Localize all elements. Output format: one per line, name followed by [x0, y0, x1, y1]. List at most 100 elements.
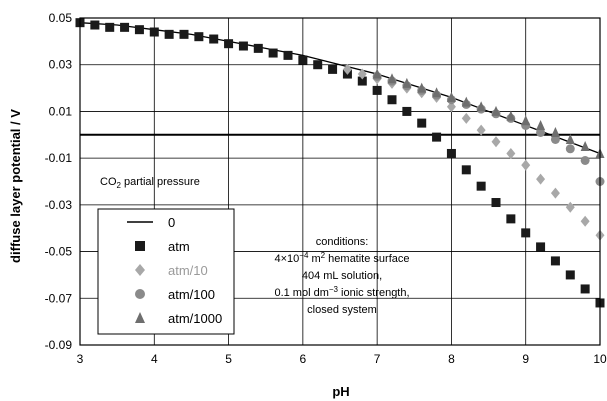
conditions-surface-mid: m — [308, 253, 320, 265]
data-point-square — [536, 242, 546, 252]
conditions-system: closed system — [307, 304, 377, 316]
data-point-triangle — [402, 77, 412, 88]
co2-annotation-suffix: partial pressure — [121, 176, 200, 188]
series-layer — [75, 18, 605, 308]
y-tick-label: 0.05 — [49, 11, 73, 25]
conditions-surface-exp: −4 — [299, 251, 309, 260]
legend: 0 atm atm/10 atm/100 atm/1000 — [97, 208, 235, 335]
data-point-square — [134, 25, 144, 35]
data-point-square — [105, 22, 115, 32]
conditions-solution: 404 mL solution, — [302, 270, 382, 282]
data-point-diamond — [491, 136, 501, 148]
data-point-square — [550, 256, 560, 266]
data-point-diamond — [550, 187, 560, 199]
data-point-square — [283, 50, 293, 60]
y-tick-label: 0.01 — [49, 104, 73, 118]
data-point-square — [194, 32, 204, 42]
conditions-ionic-pre: 0.1 mol dm — [274, 287, 328, 299]
legend-swatch-diamond — [135, 264, 145, 276]
data-point-square — [209, 34, 219, 44]
data-point-triangle — [521, 115, 531, 126]
x-tick-label: 3 — [77, 352, 84, 366]
x-tick-label: 4 — [151, 352, 158, 366]
data-point-triangle — [536, 119, 546, 130]
data-point-triangle — [417, 82, 427, 93]
x-tick-label: 7 — [374, 352, 381, 366]
data-point-square — [565, 270, 575, 280]
data-point-square — [328, 64, 338, 74]
legend-entry: atm/1000 — [135, 311, 222, 326]
y-tick-labels: 0.05 0.03 0.01 -0.01 -0.03 -0.05 -0.07 -0.09 — [45, 11, 73, 352]
y-tick-label: -0.01 — [45, 151, 73, 165]
y-tick-label: 0.03 — [49, 58, 73, 72]
data-point-square — [580, 284, 590, 294]
co2-annotation-sub: 2 — [117, 181, 122, 190]
legend-entry: 0 — [127, 215, 175, 230]
data-point-circle — [580, 155, 590, 165]
data-point-square — [298, 55, 308, 65]
data-point-square — [461, 165, 471, 175]
x-tick-labels: 3 4 5 6 7 8 9 10 — [77, 352, 607, 366]
conditions-title: conditions: — [316, 236, 369, 248]
legend-swatch-square — [135, 241, 145, 251]
series-diamond — [342, 63, 605, 241]
legend-box — [97, 208, 235, 335]
data-point-triangle — [476, 101, 486, 112]
x-tick-label: 9 — [522, 352, 529, 366]
data-point-square — [372, 85, 382, 95]
conditions-ionic: 0.1 mol dm−3 ionic strength, — [274, 285, 409, 299]
conditions-annotation: conditions: 4×10−4 m2 hematite surface 4… — [274, 236, 409, 316]
data-point-triangle — [491, 105, 501, 116]
data-point-square — [506, 214, 516, 224]
data-point-triangle — [550, 126, 560, 137]
legend-label: 0 — [168, 215, 175, 230]
data-point-square — [387, 95, 397, 105]
conditions-surface: 4×10−4 m2 hematite surface — [275, 251, 410, 265]
y-tick-label: -0.07 — [45, 291, 73, 305]
data-point-square — [313, 60, 323, 70]
data-point-square — [446, 148, 456, 158]
data-point-square — [521, 228, 531, 238]
x-axis-label: pH — [332, 384, 349, 399]
data-point-triangle — [446, 91, 456, 102]
legend-swatch-triangle — [135, 312, 145, 323]
data-point-circle — [550, 134, 560, 144]
y-tick-label: -0.05 — [45, 245, 73, 259]
conditions-surface-exp2: 2 — [321, 251, 326, 260]
data-point-square — [179, 29, 189, 39]
legend-label: atm/1000 — [168, 311, 222, 326]
legend-entry: atm/100 — [135, 287, 215, 302]
data-point-square — [476, 181, 486, 191]
plot-frame — [79, 17, 601, 346]
data-point-square — [120, 22, 130, 32]
data-point-diamond — [342, 63, 352, 75]
conditions-ionic-post: ionic strength, — [338, 287, 410, 299]
data-point-diamond — [536, 173, 546, 185]
y-tick-label: -0.03 — [45, 198, 73, 212]
data-point-circle — [536, 127, 546, 137]
x-tick-label: 6 — [300, 352, 307, 366]
conditions-surface-pre: 4×10 — [275, 253, 300, 265]
data-point-square — [224, 39, 234, 49]
data-point-square — [432, 132, 442, 142]
legend-label: atm/100 — [168, 287, 215, 302]
conditions-ionic-exp: −3 — [329, 285, 339, 294]
co2-annotation-prefix: CO — [100, 176, 117, 188]
x-tick-label: 10 — [593, 352, 607, 366]
legend-label: atm — [168, 239, 190, 254]
conditions-surface-post: hematite surface — [325, 253, 409, 265]
data-point-diamond — [357, 68, 367, 80]
legend-entries: 0 atm atm/10 atm/100 atm/1000 — [127, 215, 222, 326]
data-point-square — [491, 198, 501, 208]
data-point-square — [90, 20, 100, 30]
data-point-diamond — [461, 112, 471, 124]
legend-swatch-circle — [135, 289, 145, 299]
legend-label: atm/10 — [168, 263, 208, 278]
co2-annotation: CO2 partial pressure — [100, 176, 200, 190]
data-point-triangle — [387, 73, 397, 84]
data-point-triangle — [432, 87, 442, 98]
data-point-circle — [565, 144, 575, 154]
data-point-diamond — [446, 101, 456, 113]
y-axis-label: diffuse layer potential / V — [8, 109, 23, 263]
